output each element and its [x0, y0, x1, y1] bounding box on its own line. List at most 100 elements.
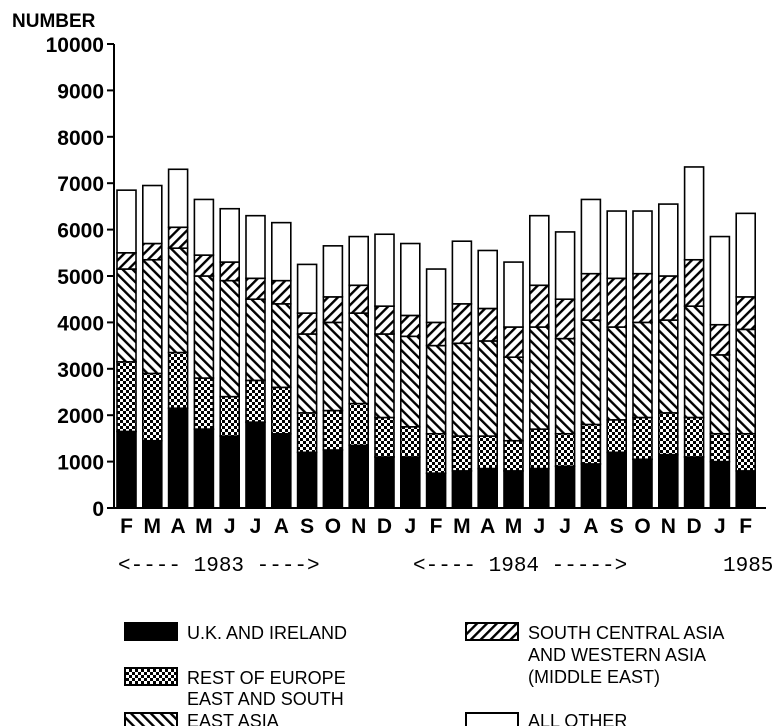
bar-segment-dots: [322, 409, 344, 451]
bar-segment-empty: [374, 233, 395, 307]
bar-segment-slash: [554, 298, 576, 340]
bar-segment-solid: [425, 472, 447, 509]
bar-segment-slash: [632, 272, 653, 324]
bar-segment-solid: [735, 470, 757, 509]
bar-segment-solid: [296, 451, 318, 509]
y-tick-label: 4000: [57, 312, 104, 335]
bar-segment-slash: [374, 305, 395, 335]
bar-segment-slash: [348, 284, 370, 314]
bar-segment-backslash: [528, 326, 550, 430]
bar-segment-dots: [735, 432, 757, 472]
bar-segment-dots: [657, 412, 679, 456]
bar-segment-backslash: [632, 321, 653, 419]
x-tick-label: S: [300, 515, 314, 538]
bar-segment-dots: [167, 351, 189, 410]
x-tick-label: M: [144, 515, 162, 538]
bar-segment-slash: [270, 279, 292, 305]
legend-swatch-empty: [465, 712, 519, 726]
bar-segment-empty: [657, 203, 679, 277]
bar-segment-empty: [348, 235, 370, 287]
bar-segment-empty: [632, 210, 653, 275]
legend-item-east-south-east-asia: EAST AND SOUTH EAST ASIA: [124, 689, 344, 726]
x-tick-label: A: [583, 515, 598, 538]
bar-segment-slash: [425, 321, 447, 347]
bar-segment-dots: [348, 402, 370, 447]
bar-segment-backslash: [167, 247, 189, 354]
legend-swatch-slash: [465, 622, 519, 641]
x-tick-label: S: [610, 515, 624, 538]
bars: [116, 166, 757, 509]
legend-item-uk-ireland: U.K. AND IRELAND: [124, 622, 347, 643]
y-axis-label: NUMBER: [12, 11, 96, 32]
legend-item-south-central-western-asia: SOUTH CENTRAL ASIA AND WESTERN ASIA (MIDDL…: [465, 622, 724, 687]
year-label-1985: 1985: [723, 555, 773, 578]
bar-segment-empty: [167, 168, 189, 229]
bar-segment-empty: [219, 207, 240, 263]
legend-item-rest-of-europe: REST OF EUROPE: [124, 667, 346, 688]
x-tick-label: F: [739, 515, 752, 538]
y-tick-label: 6000: [57, 220, 104, 243]
bar-segment-slash: [193, 254, 215, 277]
bar-segment-slash: [399, 314, 421, 338]
bar-segment-backslash: [606, 326, 628, 421]
bar-segment-solid: [657, 453, 679, 509]
bar-segment-dots: [193, 377, 215, 430]
bar-segment-backslash: [735, 328, 757, 435]
bar-segment-dots: [709, 432, 731, 463]
x-tick-label: M: [453, 515, 471, 538]
bar-segment-dots: [554, 432, 576, 468]
x-tick-label: O: [325, 515, 341, 538]
bar-segment-solid: [193, 428, 215, 509]
bar-segment-slash: [503, 326, 524, 359]
bar-segment-solid: [451, 470, 473, 509]
bar-segment-solid: [142, 439, 163, 509]
bar-segment-dots: [683, 416, 705, 458]
x-tick-label: J: [714, 515, 726, 538]
legend-label-east-south-east-asia: EAST AND SOUTH EAST ASIA: [187, 689, 344, 726]
bar-segment-dots: [219, 395, 240, 437]
bar-segment-slash: [735, 296, 757, 331]
bar-segment-solid: [606, 451, 628, 509]
bar-segment-backslash: [219, 279, 240, 398]
bar-segment-dots: [451, 435, 473, 472]
bar-segment-slash: [322, 296, 344, 324]
bar-segment-backslash: [399, 335, 421, 428]
x-tick-label: J: [224, 515, 236, 538]
bar-segment-dots: [399, 425, 421, 458]
bar-segment-backslash: [425, 344, 447, 435]
bar-segment-empty: [296, 263, 318, 314]
bar-segment-empty: [580, 198, 602, 275]
x-tick-label: M: [195, 515, 213, 538]
bar-segment-solid: [167, 407, 189, 509]
y-tick-label: 1000: [57, 452, 104, 475]
x-tick-label: A: [171, 515, 186, 538]
y-tick-label: 7000: [57, 173, 104, 196]
legend: U.K. AND IRELAND REST OF EUROPE EAST AND…: [124, 622, 724, 726]
bar-segment-backslash: [657, 319, 679, 414]
bar-segment-dots: [477, 435, 499, 470]
bar-segment-solid: [245, 421, 266, 509]
y-tick-label: 0: [92, 498, 104, 521]
bar-segment-dots: [580, 423, 602, 465]
x-tick-label: O: [634, 515, 650, 538]
bar-segment-slash: [245, 277, 266, 301]
bar-segment-backslash: [116, 268, 137, 363]
legend-swatch-dots: [124, 667, 178, 686]
bar-segment-backslash: [709, 354, 731, 435]
x-tick-label: N: [661, 515, 676, 538]
bar-segment-slash: [477, 307, 499, 342]
bar-segment-solid: [219, 435, 240, 509]
bar-segment-backslash: [374, 333, 395, 419]
x-tick-label: J: [533, 515, 545, 538]
bar-segment-dots: [425, 432, 447, 475]
bar-segment-empty: [116, 189, 137, 254]
bar-segment-backslash: [503, 356, 524, 442]
bar-segment-solid: [399, 456, 421, 509]
bar-segment-empty: [606, 210, 628, 280]
year-label-1983: <---- 1983 ---->: [118, 555, 320, 578]
legend-label-south-central-western-asia: SOUTH CENTRAL ASIA AND WESTERN ASIA (MIDDL…: [528, 623, 724, 687]
bar-segment-backslash: [322, 321, 344, 412]
x-tick-label: J: [559, 515, 571, 538]
bar-segment-dots: [606, 419, 628, 454]
bar-segment-slash: [709, 323, 731, 356]
